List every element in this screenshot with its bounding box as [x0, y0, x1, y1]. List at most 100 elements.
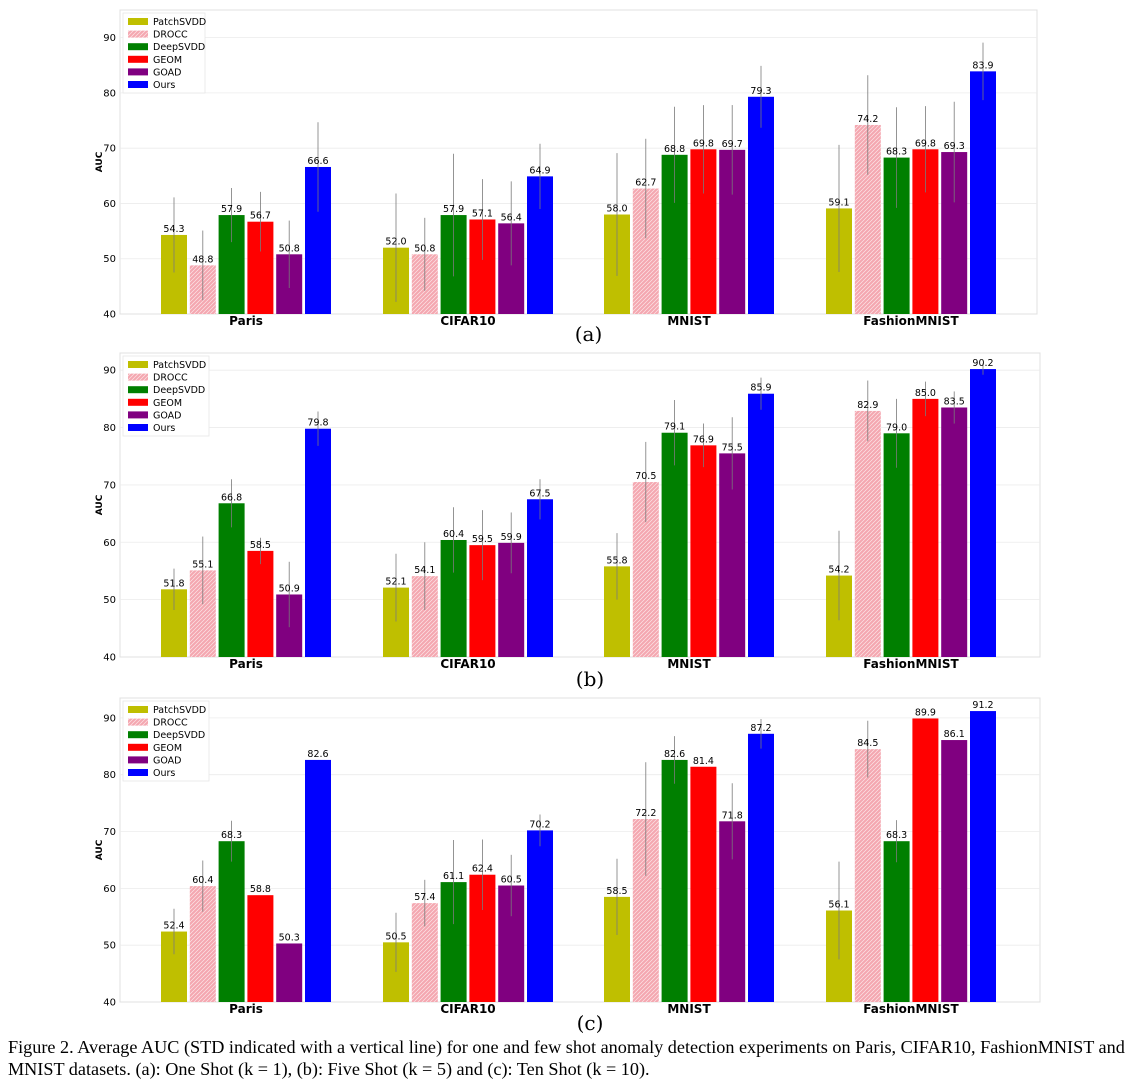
value-label: 54.3: [163, 224, 184, 235]
value-label: 50.9: [279, 583, 300, 594]
value-label: 52.4: [163, 921, 184, 932]
y-tick-label: 50: [103, 941, 116, 952]
value-label: 91.2: [972, 700, 993, 711]
legend-swatch-ours: [128, 424, 148, 431]
legend-label-drocc: DROCC: [153, 373, 188, 384]
y-tick-label: 70: [103, 827, 116, 838]
figure-caption: Figure 2. Average AUC (STD indicated wit…: [8, 1037, 1125, 1079]
legend-label-drocc: DROCC: [153, 30, 188, 41]
value-label: 90.2: [972, 358, 993, 369]
legend-label-patchsvdd: PatchSVDD: [153, 705, 206, 716]
x-category-label: CIFAR10: [440, 314, 495, 328]
value-label: 54.2: [828, 565, 849, 576]
legend-label-ours: Ours: [153, 80, 175, 91]
y-tick-label: 40: [103, 310, 116, 321]
value-label: 86.1: [944, 729, 965, 740]
legend-swatch-patchsvdd: [128, 706, 148, 713]
y-tick-label: 70: [103, 144, 116, 155]
y-tick-label: 90: [103, 366, 116, 377]
value-label: 59.1: [828, 197, 849, 208]
value-label: 70.5: [635, 471, 656, 482]
x-category-label: FashionMNIST: [863, 657, 959, 671]
panel-label: (a): [575, 322, 603, 346]
panel-c: 40 50 60 70 80 90 AUC 52.4 50.5 58.5 56.1 60.4 57.4 7…: [95, 697, 1041, 1035]
value-label: 55.8: [606, 555, 627, 566]
bar-paris-ours: [305, 428, 331, 657]
value-label: 50.8: [279, 243, 300, 254]
value-label: 81.4: [693, 756, 714, 767]
x-category-label: Paris: [229, 1002, 263, 1016]
legend-label-goad: GOAD: [153, 67, 182, 78]
bar-cifar10-ours: [527, 830, 553, 1002]
x-category-label: FashionMNIST: [863, 314, 959, 328]
value-label: 64.9: [529, 165, 550, 176]
panel-label: (c): [577, 1011, 604, 1035]
value-label: 79.0: [886, 422, 907, 433]
value-label: 58.8: [250, 884, 271, 895]
bar-fashionmnist-geom: [912, 718, 939, 1002]
value-label: 71.8: [722, 810, 743, 821]
legend-swatch-patchsvdd: [128, 361, 148, 368]
x-category-label: CIFAR10: [440, 657, 495, 671]
legend-swatch-geom: [128, 743, 148, 751]
value-label: 68.3: [886, 830, 907, 841]
value-label: 89.9: [915, 707, 936, 718]
y-tick-label: 50: [103, 595, 116, 606]
figure-charts: 40 50 60 70 80 90 AUC 54.3 52.0 58.0 59.1 48.8 50.8 6…: [95, 9, 1041, 1035]
y-tick-label: 60: [103, 884, 116, 895]
bar-paris-deepsvdd: [218, 841, 245, 1002]
bar-fashionmnist-ours: [970, 369, 996, 657]
value-label: 57.9: [443, 204, 464, 215]
value-label: 60.5: [501, 875, 522, 886]
value-label: 59.5: [472, 534, 493, 545]
legend-label-geom: GEOM: [153, 55, 182, 66]
value-label: 59.9: [501, 532, 522, 543]
value-label: 76.9: [693, 434, 714, 445]
value-label: 79.1: [664, 422, 685, 433]
value-label: 52.0: [385, 237, 406, 248]
legend-swatch-patchsvdd: [128, 18, 148, 25]
legend-swatch-geom: [128, 398, 148, 406]
bar-mnist-ours: [748, 96, 774, 314]
value-label: 60.4: [443, 529, 464, 540]
y-axis-label: AUC: [95, 839, 105, 860]
bar-mnist-ours: [748, 733, 774, 1002]
value-label: 68.8: [664, 144, 685, 155]
legend-box: [122, 12, 206, 94]
y-tick-label: 80: [103, 88, 116, 99]
legend-label-ours: Ours: [153, 768, 175, 779]
value-label: 69.7: [722, 139, 743, 150]
value-label: 68.3: [886, 147, 907, 158]
legend-box: [122, 700, 210, 782]
legend-swatch-drocc: [128, 373, 148, 381]
bar-fashionmnist-goad: [941, 740, 968, 1002]
bar-fashionmnist-ours: [970, 711, 996, 1002]
value-label: 83.9: [972, 60, 993, 71]
value-label: 83.5: [944, 396, 965, 407]
value-label: 48.8: [192, 254, 213, 265]
value-label: 58.0: [606, 204, 627, 215]
value-label: 69.8: [915, 138, 936, 149]
y-tick-label: 80: [103, 423, 116, 434]
legend-label-deepsvdd: DeepSVDD: [153, 42, 205, 53]
value-label: 74.2: [857, 114, 878, 125]
value-label: 82.6: [307, 749, 328, 760]
bar-cifar10-ours: [527, 499, 553, 657]
value-label: 75.5: [722, 442, 743, 453]
bar-fashionmnist-drocc: [854, 749, 881, 1002]
value-label: 60.4: [192, 875, 213, 886]
bar-fashionmnist-ours: [970, 71, 996, 315]
bar-fashionmnist-goad: [941, 407, 968, 657]
value-label: 87.2: [750, 723, 771, 734]
value-label: 82.6: [664, 749, 685, 760]
value-label: 67.5: [529, 488, 550, 499]
bar-fashionmnist-deepsvdd: [883, 433, 910, 657]
value-label: 85.9: [750, 383, 771, 394]
value-label: 50.8: [414, 243, 435, 254]
legend-label-patchsvdd: PatchSVDD: [153, 360, 206, 371]
value-label: 57.9: [221, 204, 242, 215]
value-label: 72.2: [635, 808, 656, 819]
x-category-label: MNIST: [667, 657, 711, 671]
